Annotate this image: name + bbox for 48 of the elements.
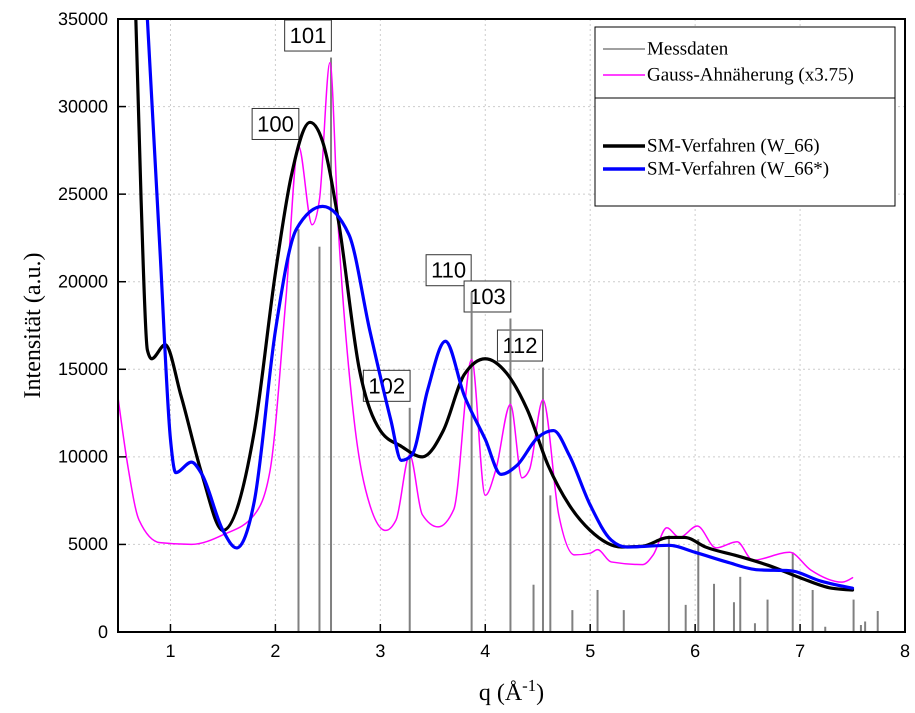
bar bbox=[864, 621, 866, 632]
y-tick-label: 10000 bbox=[58, 446, 108, 467]
bar bbox=[739, 576, 742, 632]
y-tick-label: 15000 bbox=[58, 359, 108, 380]
bar bbox=[732, 602, 735, 632]
x-tick-label: 2 bbox=[270, 640, 280, 661]
x-tick-label: 6 bbox=[690, 640, 700, 661]
bar bbox=[684, 604, 687, 632]
bar bbox=[697, 539, 700, 632]
bar bbox=[318, 246, 320, 632]
x-tick-label: 1 bbox=[165, 640, 176, 661]
y-tick-label: 5000 bbox=[68, 534, 108, 554]
y-tick-label: 0 bbox=[98, 622, 108, 642]
bar bbox=[852, 600, 855, 632]
y-tick-label: 35000 bbox=[58, 8, 108, 29]
y-axis-title: Intensität (a.u.) bbox=[20, 252, 46, 398]
bar bbox=[408, 408, 411, 632]
x-tick-label: 4 bbox=[480, 640, 490, 661]
bar bbox=[571, 610, 574, 632]
bar bbox=[876, 610, 879, 632]
y-tick-label: 20000 bbox=[58, 271, 108, 292]
bar bbox=[596, 590, 599, 632]
bar bbox=[622, 610, 625, 632]
y-tick-label: 25000 bbox=[58, 184, 108, 204]
legend-label: Messdaten bbox=[647, 38, 729, 60]
bar bbox=[668, 536, 670, 632]
x-tick-label: 7 bbox=[795, 640, 806, 661]
annotation: 103 bbox=[469, 284, 506, 309]
bar bbox=[754, 623, 756, 632]
annotation: 101 bbox=[290, 23, 326, 48]
y-tick-label: 30000 bbox=[58, 96, 108, 116]
legend-label: Gauss-Ahnäherung (x3.75) bbox=[647, 64, 854, 86]
x-tick-label: 8 bbox=[900, 640, 910, 661]
bar bbox=[542, 368, 544, 632]
bar bbox=[549, 495, 552, 632]
legend-label: SM-Verfahren (W_66) bbox=[647, 136, 820, 156]
bar bbox=[297, 229, 300, 632]
bar bbox=[812, 590, 814, 632]
bar bbox=[532, 584, 535, 632]
bar bbox=[766, 600, 769, 632]
annotation: 100 bbox=[257, 111, 294, 136]
x-axis-title: q (Å$^{-1}$) bbox=[478, 676, 544, 706]
x-tick-label: 5 bbox=[585, 640, 596, 661]
x-tick-label: 3 bbox=[375, 640, 386, 661]
legend-label: SM-Verfahren (W_66*) bbox=[647, 158, 830, 180]
bar bbox=[713, 584, 716, 632]
annotation: 110 bbox=[431, 258, 466, 283]
bar bbox=[330, 58, 332, 632]
